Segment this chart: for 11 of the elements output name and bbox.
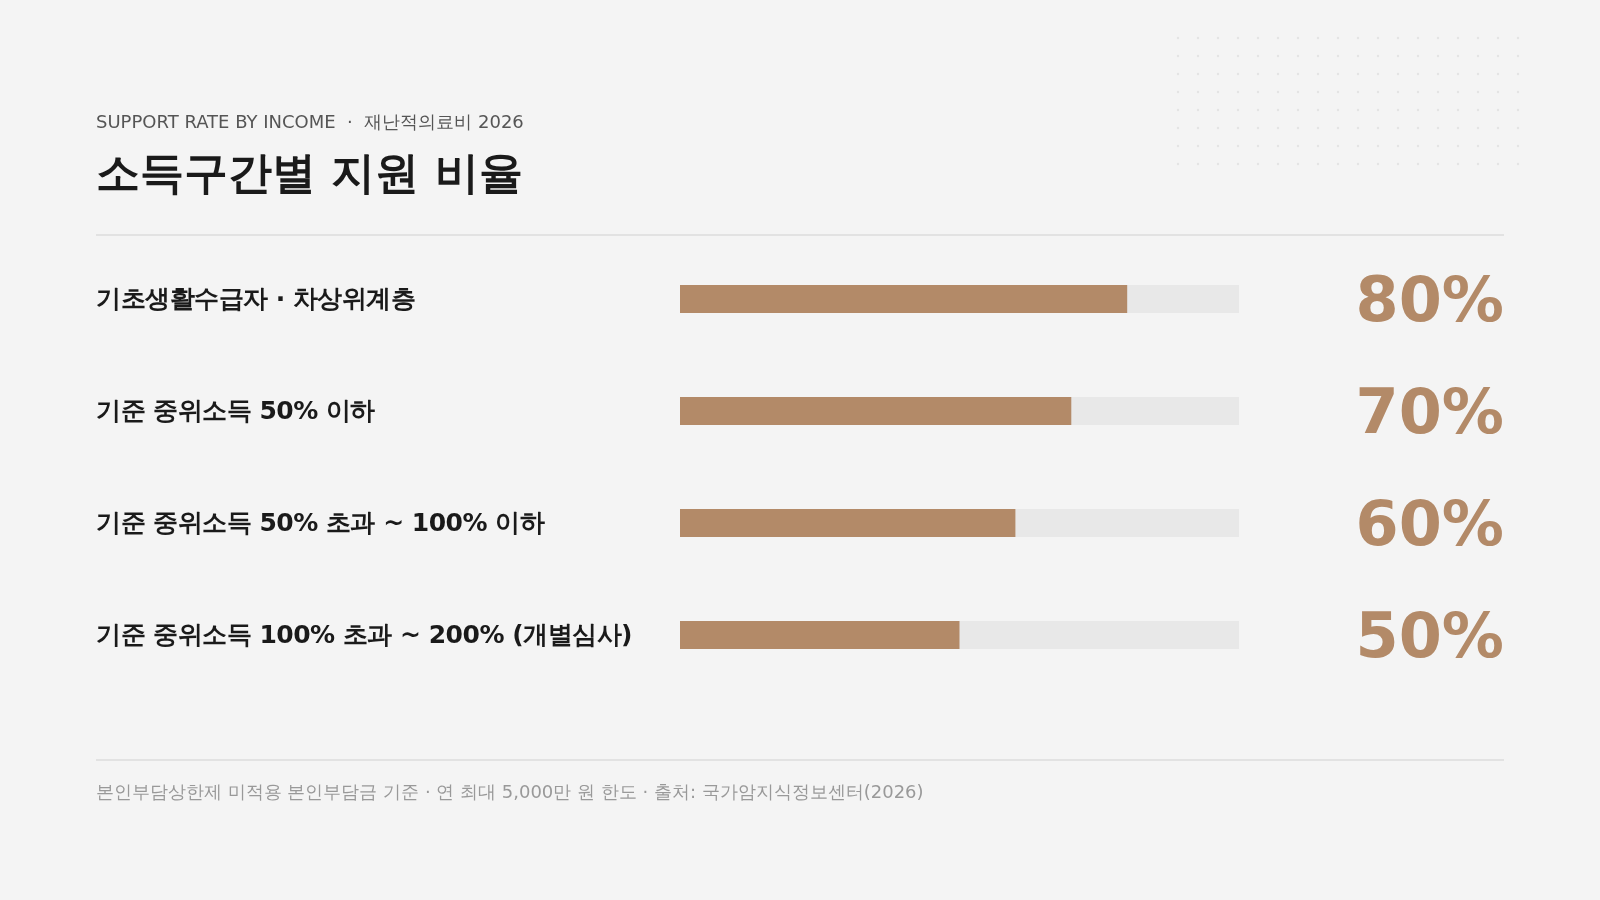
text: SUPPORT RATE BY INCOME · 재난적의료비 2026 (96, 110, 524, 134)
text: 본인부담상한제 미적용 본인부담금 기준 · 연 최대 5,000만 원 한도 · 출처: 국가암지식정보센터(2026) (96, 780, 924, 804)
y-tick-label: 기준 중위소득 50% 이하 (96, 396, 376, 425)
y-tick-label: 기초생활수급자 · 차상위계층 (96, 284, 416, 313)
text: 소득구간별 지원 비율 (96, 146, 523, 200)
data-label: 70% (1355, 375, 1504, 448)
y-tick-label: 기준 중위소득 100% 초과 ~ 200% (개별심사) (96, 620, 632, 649)
y-tick-label: 기준 중위소득 50% 초과 ~ 100% 이하 (96, 508, 545, 537)
data-label: 80% (1355, 263, 1504, 336)
data-label: 50% (1355, 599, 1504, 672)
data-label: 60% (1355, 487, 1504, 560)
